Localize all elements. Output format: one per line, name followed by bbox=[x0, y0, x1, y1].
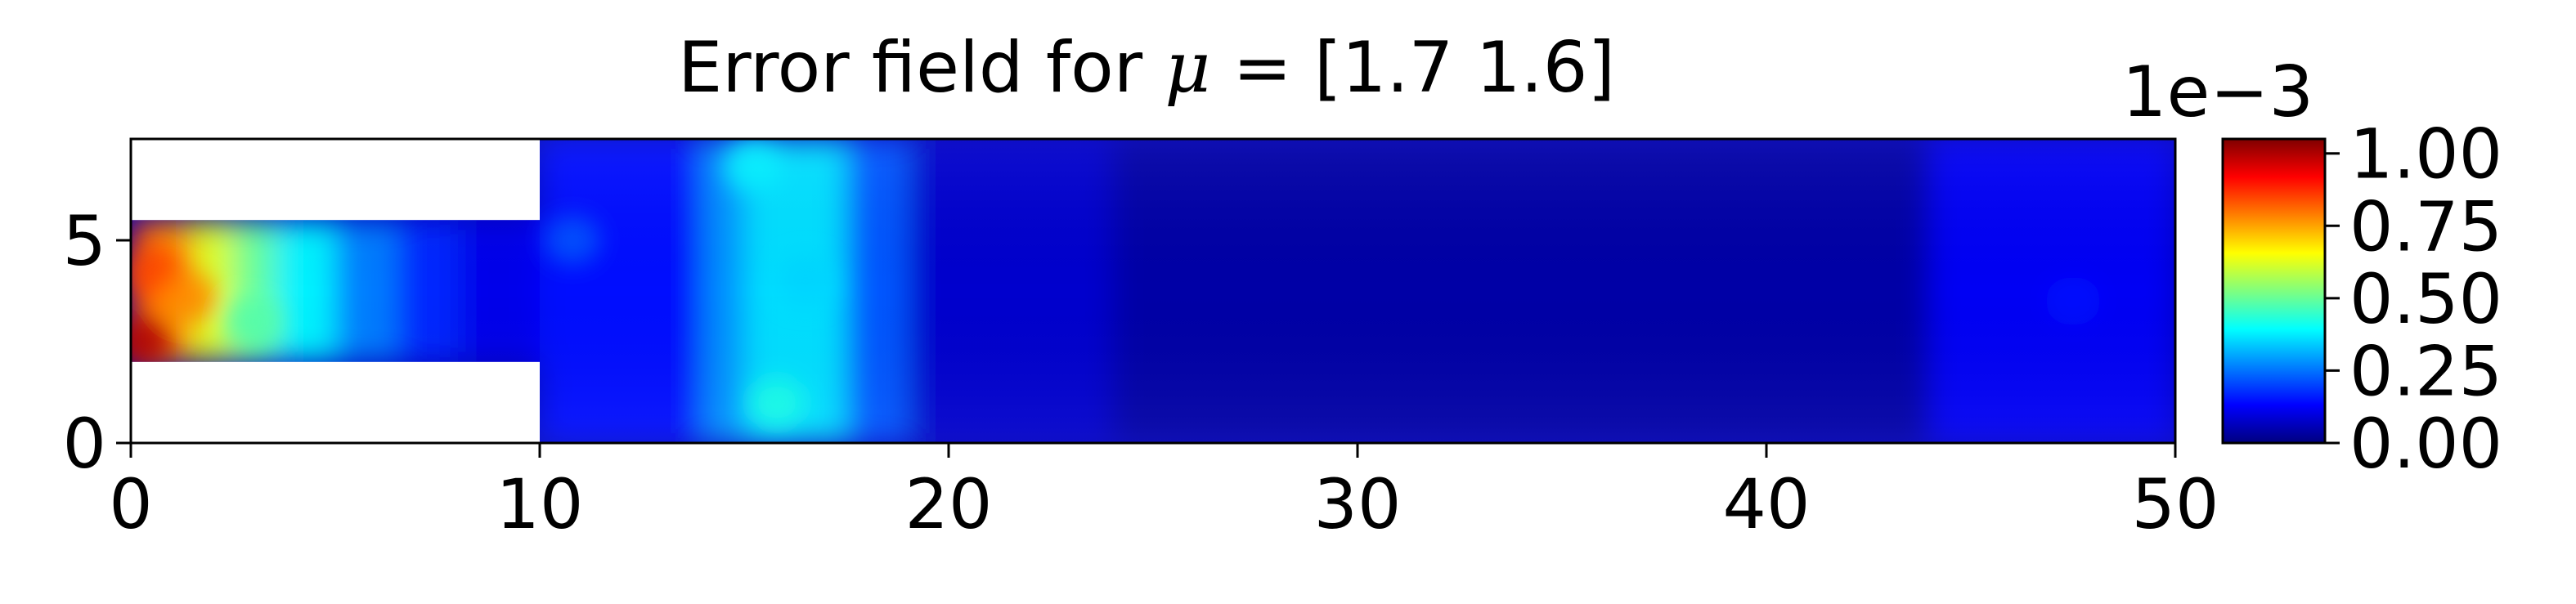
title-prefix: Error field for bbox=[678, 27, 1165, 109]
x-axis: 0 10 20 30 40 50 bbox=[109, 443, 2219, 544]
x-tick-label: 40 bbox=[1723, 464, 1811, 544]
x-tick-label: 0 bbox=[109, 464, 152, 544]
field-shading bbox=[131, 139, 2175, 443]
colorbar-tick-label: 0.75 bbox=[2349, 186, 2502, 266]
colorbar bbox=[2221, 137, 2327, 445]
x-tick-label: 10 bbox=[496, 464, 584, 544]
colorbar-tick-label: 0.00 bbox=[2349, 404, 2502, 484]
colorbar-scale-label: 1e−3 bbox=[2122, 51, 2313, 133]
x-tick-label: 20 bbox=[905, 464, 993, 544]
x-tick-label: 30 bbox=[1314, 464, 1402, 544]
y-axis: 05 bbox=[63, 201, 131, 484]
title-mu-symbol: μ bbox=[1165, 27, 1210, 109]
plot-area-frame bbox=[129, 137, 2177, 445]
chart-title: Error field for μ = [1.7 1.6] bbox=[678, 27, 1615, 109]
colorbar-tick-label: 0.25 bbox=[2349, 331, 2502, 411]
colorbar-tick-label: 1.00 bbox=[2349, 114, 2502, 195]
colorbar-axis: 0.000.250.500.751.00 bbox=[2325, 114, 2502, 484]
y-tick-label: 5 bbox=[63, 201, 106, 281]
title-suffix: = [1.7 1.6] bbox=[1210, 27, 1615, 109]
colorbar-tick-label: 0.50 bbox=[2349, 259, 2502, 339]
y-tick-label: 0 bbox=[63, 404, 106, 484]
error-field-heatmap bbox=[131, 139, 2175, 443]
x-tick-label: 50 bbox=[2132, 464, 2219, 544]
